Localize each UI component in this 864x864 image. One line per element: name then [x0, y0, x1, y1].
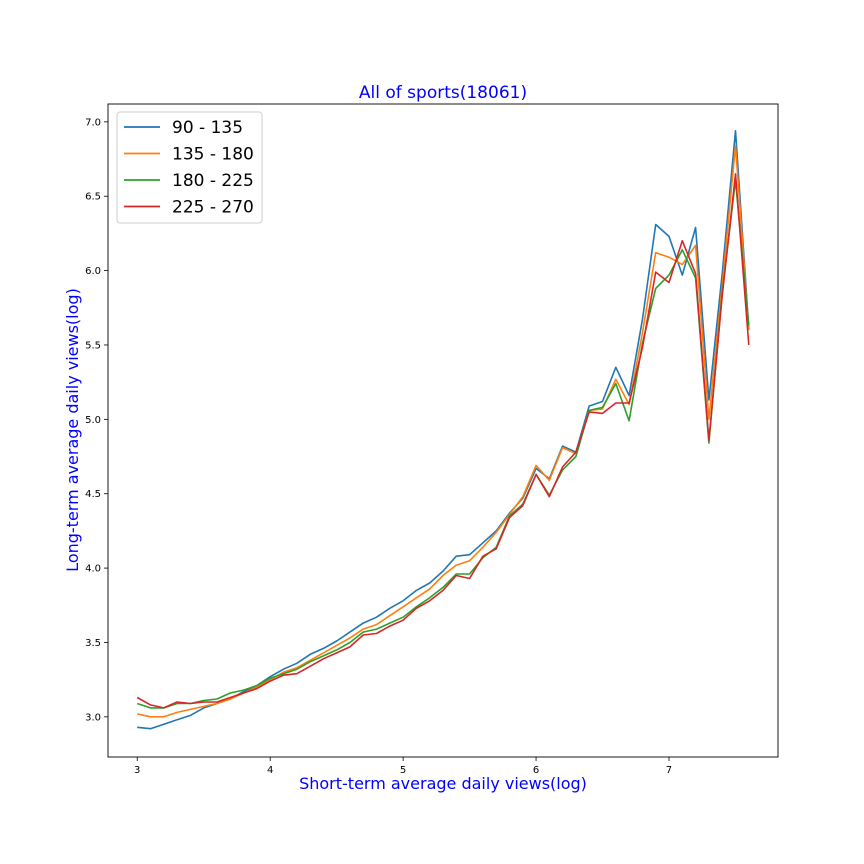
y-tick-label: 3.0	[85, 712, 101, 723]
y-axis-label: Long-term average daily views(log)	[63, 288, 82, 572]
chart-title: All of sports(18061)	[359, 83, 527, 103]
legend-label: 180 - 225	[172, 171, 254, 191]
x-tick-label: 3	[134, 765, 140, 776]
y-axis-ticks: 3.0 3.5 4.0 4.5 5.0 5.5 6.0 6.5 7.0	[85, 117, 108, 723]
x-tick-label: 7	[666, 765, 672, 776]
series-lines	[136, 130, 750, 730]
x-axis-label: Short-term average daily views(log)	[299, 774, 587, 793]
y-tick-label: 5.5	[85, 340, 101, 351]
y-tick-label: 6.5	[85, 192, 101, 203]
x-tick-label: 6	[533, 765, 539, 776]
legend-label: 135 - 180	[172, 145, 254, 165]
legend-label: 225 - 270	[172, 198, 254, 218]
legend-label: 90 - 135	[172, 118, 243, 138]
series-line-4	[136, 173, 750, 709]
y-tick-label: 4.5	[85, 489, 101, 500]
plot-frame	[107, 103, 779, 758]
x-axis-ticks: 3 4 5 6 7	[134, 757, 672, 776]
y-tick-label: 6.0	[85, 266, 101, 277]
x-tick-label: 4	[267, 765, 273, 776]
y-tick-label: 3.5	[85, 638, 101, 649]
y-tick-label: 5.0	[85, 415, 101, 426]
legend-box	[116, 111, 263, 224]
x-tick-label: 5	[400, 765, 406, 776]
y-tick-label: 7.0	[85, 117, 101, 128]
legend: 90 - 135 135 - 180 180 - 225 225 - 270	[116, 111, 263, 224]
y-tick-label: 4.0	[85, 564, 101, 575]
